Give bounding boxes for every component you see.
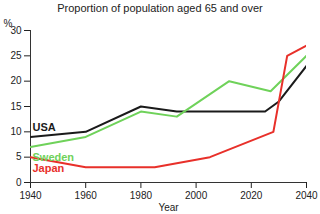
svg-text:2040: 2040 <box>295 190 318 201</box>
svg-text:USA: USA <box>33 121 56 133</box>
svg-text:1960: 1960 <box>75 190 98 201</box>
svg-text:0: 0 <box>16 177 22 188</box>
svg-text:30: 30 <box>10 24 22 36</box>
html-text:Proportion of population aged: Proportion of population aged 65 and ove… <box>57 2 263 14</box>
svg-text:10: 10 <box>10 126 22 137</box>
svg-text:15: 15 <box>10 101 22 112</box>
svg-text:1940: 1940 <box>19 190 42 201</box>
svg-text:1980: 1980 <box>130 190 153 201</box>
svg-text:5: 5 <box>16 151 22 162</box>
svg-text:Sweden: Sweden <box>32 150 75 163</box>
svg-text:%: % <box>4 18 13 29</box>
svg-text:20: 20 <box>10 75 22 86</box>
svg-text:25: 25 <box>10 50 22 61</box>
svg-text:2000: 2000 <box>185 190 208 201</box>
svg-text:Year: Year <box>158 202 179 213</box>
svg-text:Japan: Japan <box>33 162 65 174</box>
svg-text:2020: 2020 <box>240 190 263 201</box>
